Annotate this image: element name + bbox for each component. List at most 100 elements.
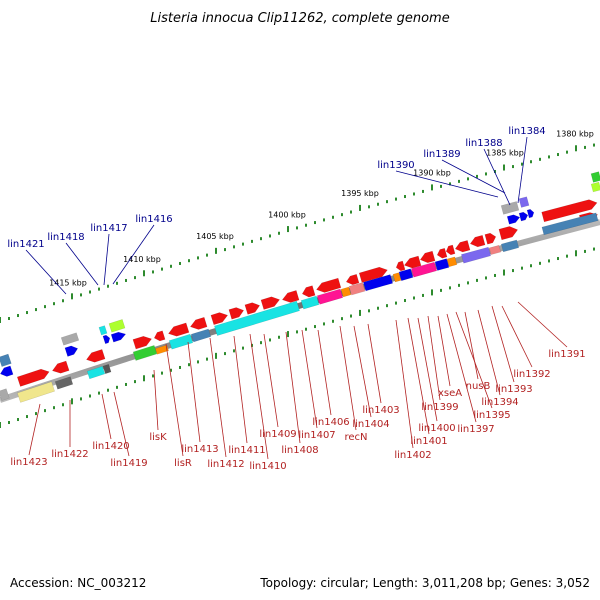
gene-label-bottom: lin1423 xyxy=(10,457,47,468)
gene-label-bottom: recN xyxy=(344,432,367,443)
scale-tick xyxy=(206,357,208,361)
gene-feature xyxy=(51,360,70,374)
gene-label-bottom: lin1412 xyxy=(207,459,244,470)
scale-tick xyxy=(431,289,433,296)
scale-tick xyxy=(62,403,64,407)
scale-tick xyxy=(8,317,10,321)
scale-tick xyxy=(161,267,163,271)
gene-feature xyxy=(153,330,166,342)
label-leader xyxy=(441,159,506,194)
label-leader xyxy=(395,170,499,198)
label-leader xyxy=(464,311,479,380)
gene-feature xyxy=(461,246,491,264)
scale-tick xyxy=(89,290,91,294)
label-leader xyxy=(249,333,269,460)
label-leader xyxy=(517,301,568,348)
gene-features xyxy=(0,171,600,403)
gene-feature xyxy=(0,353,12,367)
accession-text: Accession: NC_003212 xyxy=(10,576,146,590)
scale-tick xyxy=(593,143,595,147)
scale-tick xyxy=(125,382,127,386)
gene-feature xyxy=(0,365,14,377)
scale-tick xyxy=(44,409,46,413)
scale-tick xyxy=(377,202,379,206)
scale-tick xyxy=(368,205,370,209)
scale-label: 1415 kbp xyxy=(49,279,87,288)
gene-feature xyxy=(345,273,360,285)
gene-feature xyxy=(469,234,486,248)
scale-tick xyxy=(242,242,244,246)
scale-tick xyxy=(305,223,307,227)
gene-feature xyxy=(300,295,320,310)
scale-tick xyxy=(584,145,586,149)
scale-tick xyxy=(260,341,262,345)
label-leader xyxy=(353,325,372,418)
gene-feature xyxy=(281,290,300,303)
gene-label-top: lin1389 xyxy=(423,149,460,160)
label-leader xyxy=(455,311,493,409)
gene-label-bottom: lin1419 xyxy=(110,458,147,469)
scale-tick xyxy=(242,346,244,350)
gene-feature xyxy=(54,376,74,390)
scale-tick xyxy=(386,304,388,308)
label-leader xyxy=(209,337,227,458)
scale-tick xyxy=(35,412,37,416)
gene-feature xyxy=(403,255,422,269)
gene-feature xyxy=(86,349,106,363)
scale-tick xyxy=(359,309,361,316)
scale-tick xyxy=(368,309,370,313)
label-leader xyxy=(417,317,438,422)
scale-labels: 1380 kbp 1385 kbp 1390 kbp 1395 kbp 1400 kbp… xyxy=(49,130,594,288)
gene-feature xyxy=(102,334,111,345)
gene-feature xyxy=(436,247,448,259)
gene-label-bottom: lin1395 xyxy=(473,410,510,421)
scale-tick xyxy=(458,283,460,287)
gene-feature xyxy=(316,277,342,293)
scale-tick xyxy=(359,204,361,211)
label-leader xyxy=(165,343,184,457)
scale-tick xyxy=(431,184,433,191)
scale-tick xyxy=(188,363,190,367)
gene-label-top: lin1417 xyxy=(90,223,127,234)
scale-tick xyxy=(332,215,334,219)
gene-label-top: lin1416 xyxy=(135,214,172,225)
scale-tick xyxy=(71,398,73,405)
gene-label-bottom: lin1391 xyxy=(548,349,585,360)
scale-tick xyxy=(179,365,181,369)
scale-tick xyxy=(404,195,406,199)
label-leader xyxy=(437,315,451,387)
label-leader xyxy=(301,329,318,429)
gene-label-bottom: lin1411 xyxy=(228,445,265,456)
scale-tick xyxy=(197,256,199,260)
label-leader xyxy=(233,335,248,444)
gene-feature xyxy=(301,285,316,298)
scale-tick xyxy=(125,278,127,282)
scale-tick xyxy=(44,305,46,309)
scale-tick xyxy=(503,164,505,171)
scale-tick xyxy=(413,192,415,196)
scale-tick xyxy=(296,226,298,230)
scale-tick xyxy=(575,145,577,152)
label-leader xyxy=(317,329,332,416)
gene-feature xyxy=(340,286,352,298)
gene-label-bottom: lin1402 xyxy=(394,450,431,461)
scale-tick xyxy=(206,253,208,257)
gene-feature xyxy=(86,365,106,380)
gene-label-bottom: lin1407 xyxy=(298,430,335,441)
scale-label: 1405 kbp xyxy=(196,232,234,241)
scale-tick xyxy=(350,210,352,214)
label-leader xyxy=(477,309,501,396)
label-leader xyxy=(28,403,41,456)
scale-tick xyxy=(575,250,577,257)
scale-tick xyxy=(566,254,568,258)
gene-label-bottom: lin1403 xyxy=(362,405,399,416)
scale-tick xyxy=(80,397,82,401)
gene-feature xyxy=(189,316,208,330)
scale-tick xyxy=(341,213,343,217)
scale-tick xyxy=(494,169,496,173)
scale-label: 1410 kbp xyxy=(123,255,161,264)
scale-label: 1380 kbp xyxy=(556,130,594,139)
gene-feature xyxy=(541,199,598,223)
scale-tick xyxy=(530,264,532,268)
scale-tick xyxy=(593,247,595,251)
